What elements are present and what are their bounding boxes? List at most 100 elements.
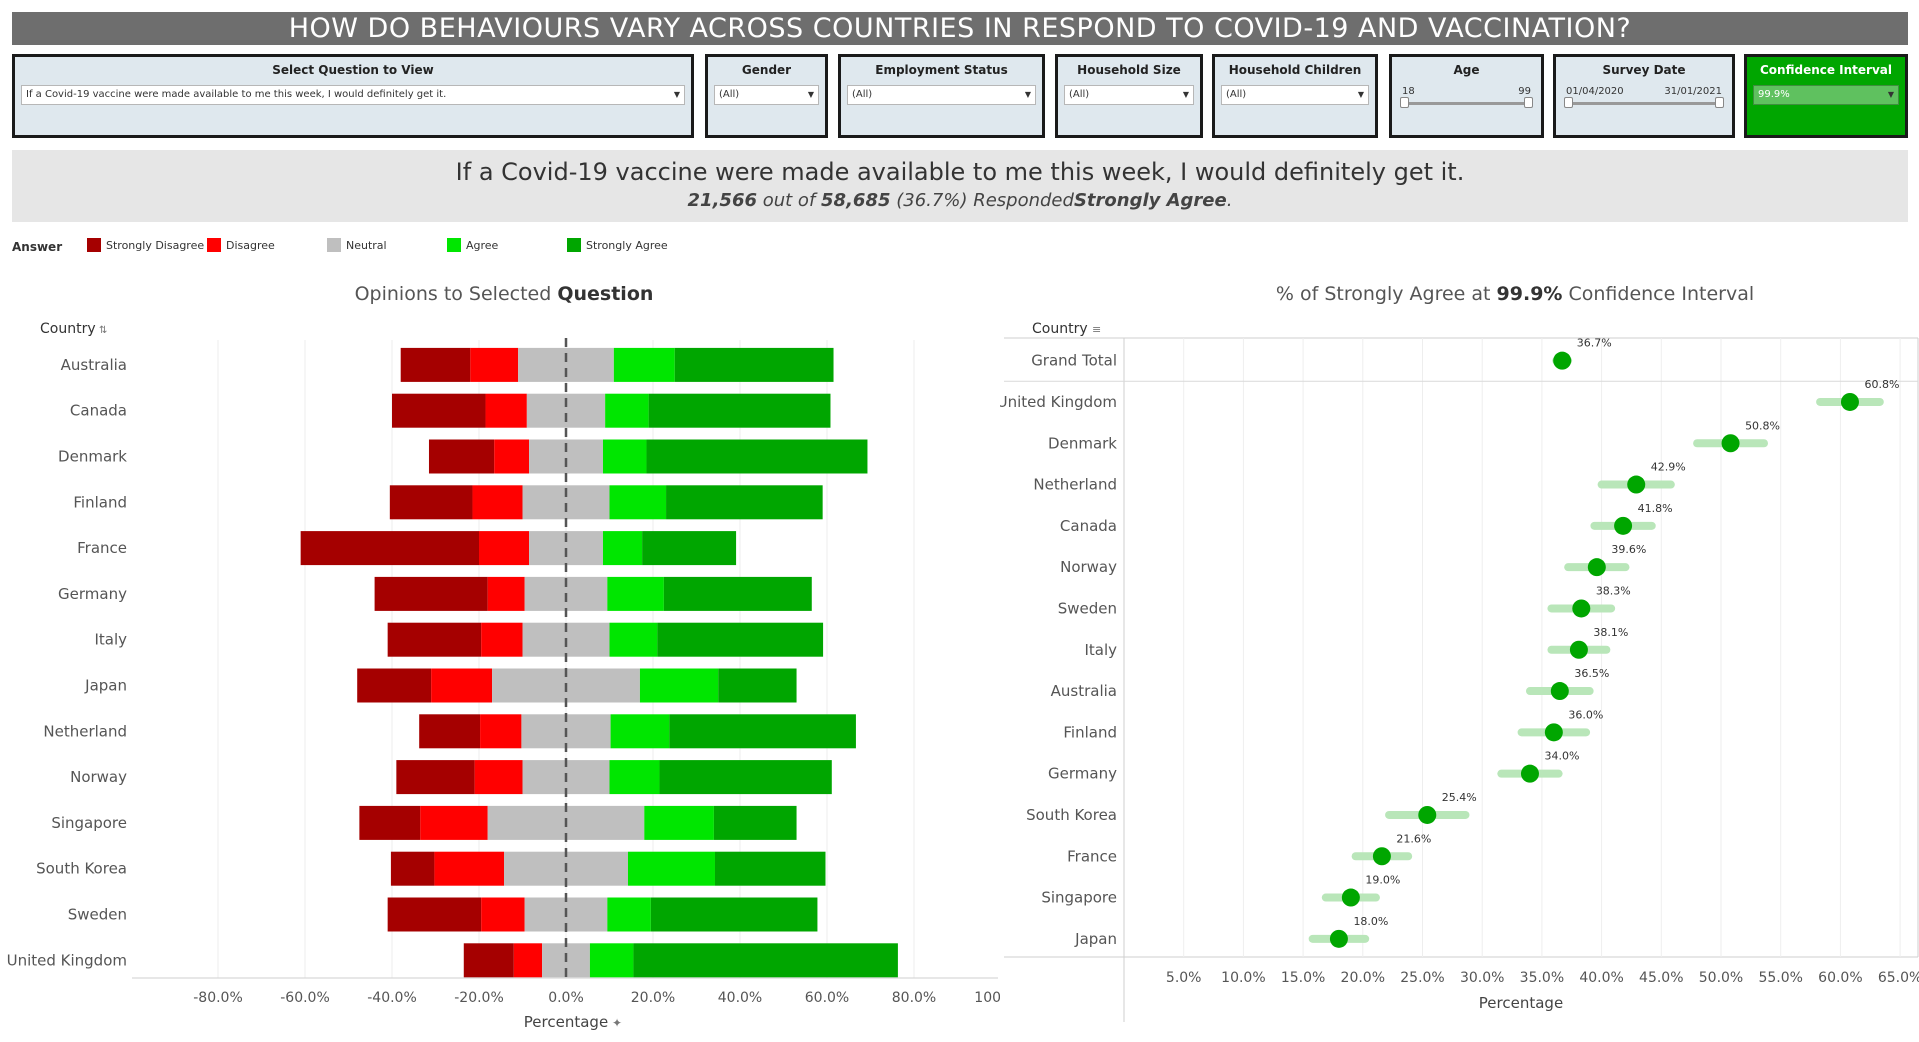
age-max-value: 99 (1518, 86, 1531, 97)
bar-segment (607, 576, 664, 611)
legend-label: Strongly Agree (586, 238, 668, 252)
legend-label: Strongly Disagree (106, 238, 205, 252)
country-label: Japan (84, 677, 127, 695)
data-label: 60.8% (1864, 378, 1899, 391)
data-label: 19.0% (1365, 874, 1400, 887)
x-tick-label: 35.0% (1520, 970, 1564, 986)
data-label: 42.9% (1651, 461, 1686, 474)
household-size-select-value: (All) (1069, 89, 1090, 100)
legend-item[interactable]: Strongly Agree (567, 238, 668, 252)
bar-segment (480, 714, 522, 749)
bar-segment (481, 622, 523, 657)
banner-pct: (36.7%) (896, 190, 968, 211)
country-label: Sweden (68, 906, 127, 924)
legend-label: Disagree (226, 238, 275, 252)
confidence-filter[interactable]: Confidence Interval 99.9% ▼ (1744, 54, 1908, 138)
country-label: South Korea (1026, 806, 1117, 824)
bar-segment (613, 347, 675, 382)
legend-swatch (447, 238, 461, 252)
x-tick-label: 100.0% (974, 990, 1000, 1006)
age-slider-track[interactable] (1400, 97, 1533, 108)
bar-segment (357, 668, 432, 703)
x-tick-label: 15.0% (1281, 970, 1325, 986)
age-min-value: 18 (1402, 86, 1415, 97)
legend-item[interactable]: Neutral (327, 238, 387, 252)
bar-segment (374, 576, 488, 611)
legend-label: Neutral (346, 238, 387, 252)
survey-date-end-handle[interactable] (1715, 97, 1724, 108)
bar-segment (633, 943, 898, 978)
data-label: 36.5% (1574, 667, 1609, 680)
household-size-select[interactable]: (All) ▼ (1064, 85, 1194, 105)
bar-segment (389, 485, 473, 520)
point-estimate (1721, 434, 1740, 453)
data-label: 41.8% (1638, 502, 1673, 515)
bar-segment (359, 805, 421, 840)
household-children-filter[interactable]: Household Children (All) ▼ (1212, 54, 1378, 138)
bar-segment (420, 805, 488, 840)
point-estimate (1372, 847, 1391, 866)
gender-filter[interactable]: Gender (All) ▼ (705, 54, 828, 138)
legend-title: Answer (12, 240, 63, 254)
chevron-down-icon: ▼ (1887, 90, 1894, 99)
gender-select-value: (All) (719, 89, 740, 100)
household-children-filter-label: Household Children (1228, 63, 1362, 77)
bar-segment (602, 531, 643, 566)
question-filter[interactable]: Select Question to View If a Covid-19 va… (12, 54, 694, 138)
bar-segment (472, 485, 523, 520)
question-filter-label: Select Question to View (272, 63, 434, 77)
legend-item[interactable]: Strongly Disagree (87, 238, 204, 252)
data-label: 38.3% (1596, 584, 1631, 597)
country-label: Norway (1060, 558, 1117, 576)
bar-segment (669, 714, 856, 749)
x-tick-label: 65.0% (1878, 970, 1919, 986)
legend-swatch (327, 238, 341, 252)
bar-segment (607, 897, 651, 932)
employment-filter[interactable]: Employment Status (All) ▼ (838, 54, 1045, 138)
confidence-select[interactable]: 99.9% ▼ (1753, 85, 1899, 105)
dashboard-title: HOW DO BEHAVIOURS VARY ACROSS COUNTRIES … (12, 12, 1908, 45)
household-size-filter-label: Household Size (1077, 63, 1181, 77)
survey-date-filter[interactable]: Survey Date 01/04/2020 31/01/2021 (1553, 54, 1735, 138)
x-axis-title: Percentage (524, 1013, 608, 1031)
household-size-filter[interactable]: Household Size (All) ▼ (1055, 54, 1203, 138)
point-estimate (1614, 516, 1633, 535)
survey-date-end: 31/01/2021 (1664, 86, 1722, 97)
bar-segment (387, 622, 482, 657)
country-label: France (1067, 847, 1117, 865)
legend-item[interactable]: Disagree (207, 238, 275, 252)
bar-segment (714, 851, 826, 886)
age-slider-min-handle[interactable] (1400, 97, 1409, 108)
age-slider-max-handle[interactable] (1524, 97, 1533, 108)
x-tick-label: 60.0% (805, 990, 849, 1006)
x-tick-label: 20.0% (631, 990, 675, 1006)
legend-swatch (87, 238, 101, 252)
country-label: Japan (1074, 930, 1117, 948)
question-select[interactable]: If a Covid-19 vaccine were made availabl… (21, 85, 685, 105)
x-axis-title: Percentage (1479, 994, 1563, 1012)
country-label: Singapore (51, 814, 127, 832)
age-filter[interactable]: Age 18 99 (1389, 54, 1544, 138)
employment-select[interactable]: (All) ▼ (847, 85, 1036, 105)
bar-segment (610, 714, 670, 749)
gender-select[interactable]: (All) ▼ (714, 85, 819, 105)
point-estimate (1544, 723, 1563, 742)
chevron-down-icon: ▼ (807, 90, 814, 99)
x-tick-label: 50.0% (1699, 970, 1743, 986)
survey-date-slider-track[interactable] (1564, 97, 1724, 108)
bar-segment (589, 943, 634, 978)
bar-segment (470, 347, 519, 382)
bar-segment (300, 531, 479, 566)
banner-end: . (1226, 190, 1233, 211)
bar-segment (609, 622, 658, 657)
bar-segment (605, 393, 649, 428)
survey-date-start-handle[interactable] (1564, 97, 1573, 108)
x-tick-label: -80.0% (193, 990, 243, 1006)
country-label: Germany (58, 585, 127, 603)
bar-segment (434, 851, 505, 886)
household-children-select[interactable]: (All) ▼ (1221, 85, 1369, 105)
chart-title: % of Strongly Agree at 99.9% Confidence … (1276, 283, 1754, 305)
legend-item[interactable]: Agree (447, 238, 498, 252)
country-label: Denmark (58, 448, 127, 466)
bar-segment (390, 851, 435, 886)
